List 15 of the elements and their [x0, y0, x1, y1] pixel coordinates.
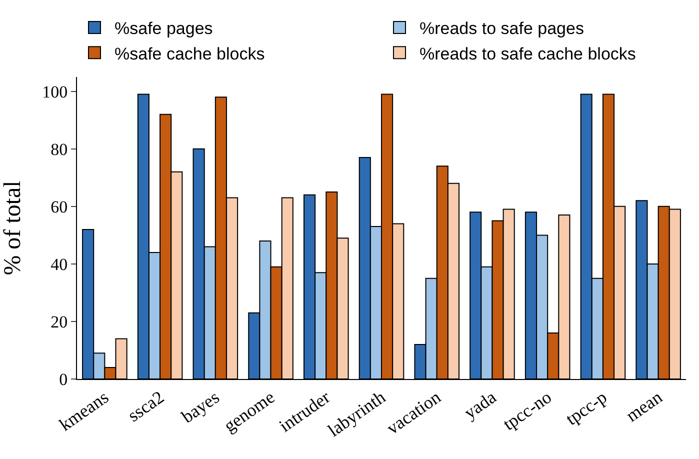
x-tick-label: bayes	[178, 386, 223, 427]
x-tick-label: mean	[622, 386, 666, 426]
y-tick-label: 60	[50, 197, 68, 216]
legend-label: %safe cache blocks	[114, 44, 265, 64]
x-tick-label: ssca2	[124, 386, 168, 426]
y-axis-title: % of total	[0, 180, 26, 276]
legend-label: %safe pages	[114, 19, 213, 38]
y-tick-label: 100	[42, 82, 68, 102]
x-tick-label: yada	[460, 386, 500, 423]
legend-label: %reads to safe cache blocks	[420, 44, 636, 64]
y-tick-label: 20	[50, 312, 68, 332]
legend-label: %reads to safe pages	[420, 19, 584, 38]
y-tick-label: 80	[50, 140, 68, 159]
y-tick-label: 0	[59, 370, 68, 389]
y-tick-label: 40	[50, 254, 68, 274]
